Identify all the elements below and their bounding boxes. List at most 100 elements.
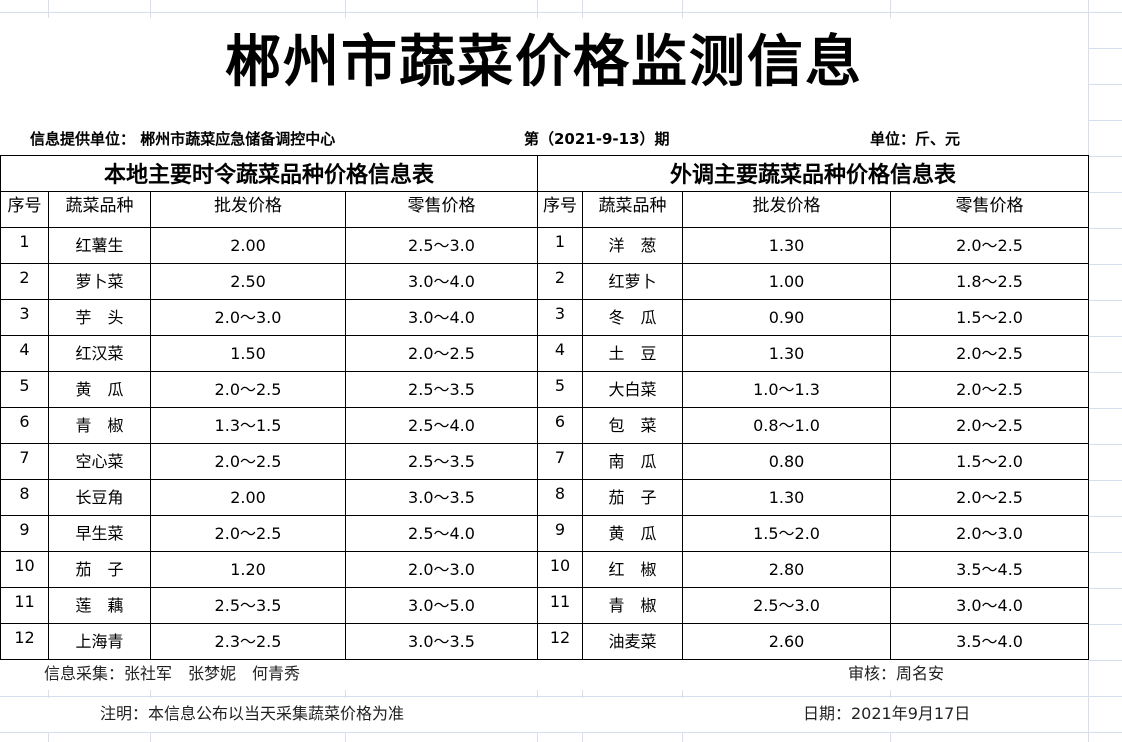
price-sheet: 郴州市蔬菜价格监测信息 信息提供单位： 郴州市蔬菜应急储备调控中心 第（2021… bbox=[0, 18, 1090, 732]
info-bar: 信息提供单位： 郴州市蔬菜应急储备调控中心 第（2021-9-13）期 单位：斤… bbox=[0, 118, 1088, 155]
table-row: 8 长豆角 2.00 3.0～3.5 8 茄 子 1.30 2.0～2.5 bbox=[0, 479, 1090, 516]
wholesale-price-cell: 1.5～2.0 bbox=[682, 515, 892, 552]
variety-cell: 莲 藕 bbox=[48, 587, 151, 624]
wholesale-price-cell: 1.30 bbox=[682, 335, 892, 372]
retail-price-cell: 3.0～4.0 bbox=[344, 299, 539, 336]
seq-cell: 12 bbox=[0, 623, 49, 660]
seq-cell: 12 bbox=[537, 623, 584, 660]
seq-cell: 8 bbox=[537, 479, 584, 516]
table-row: 12 上海青 2.3～2.5 3.0～3.5 12 油麦菜 2.60 3.5～4.0 bbox=[0, 623, 1090, 660]
variety-cell: 大白菜 bbox=[582, 371, 684, 408]
period: 第（2021-9-13）期 bbox=[524, 130, 670, 148]
retail-price-cell: 2.0～2.5 bbox=[890, 335, 1090, 372]
retail-price-cell: 2.0～2.5 bbox=[890, 371, 1090, 408]
wholesale-price-cell: 2.50 bbox=[150, 263, 346, 300]
seq-cell: 5 bbox=[0, 371, 49, 408]
col-header: 序号 bbox=[0, 191, 49, 228]
footer-signoff: 信息采集：张社军 张梦妮 何青秀 审核：周名安 bbox=[0, 660, 1088, 690]
footer-note: 注明：本信息公布以当天采集蔬菜价格为准 日期：2021年9月17日 bbox=[0, 698, 1088, 732]
seq-cell: 10 bbox=[537, 551, 584, 588]
table-row: 9 早生菜 2.0～2.5 2.5～4.0 9 黄 瓜 1.5～2.0 2.0～3.0 bbox=[0, 515, 1090, 552]
col-header: 批发价格 bbox=[150, 191, 346, 228]
variety-cell: 黄 瓜 bbox=[48, 371, 151, 408]
variety-cell: 红 椒 bbox=[582, 551, 684, 588]
retail-price-cell: 3.0～4.0 bbox=[344, 263, 539, 300]
seq-cell: 1 bbox=[537, 227, 584, 264]
variety-cell: 青 椒 bbox=[48, 407, 151, 444]
variety-cell: 洋 葱 bbox=[582, 227, 684, 264]
provider: 信息提供单位： 郴州市蔬菜应急储备调控中心 bbox=[30, 130, 336, 148]
variety-cell: 萝卜菜 bbox=[48, 263, 151, 300]
wholesale-price-cell: 2.60 bbox=[682, 623, 892, 660]
wholesale-price-cell: 2.00 bbox=[150, 479, 346, 516]
seq-cell: 11 bbox=[0, 587, 49, 624]
retail-price-cell: 2.5～4.0 bbox=[344, 407, 539, 444]
wholesale-price-cell: 2.5～3.5 bbox=[150, 587, 346, 624]
unit: 单位：斤、元 bbox=[870, 130, 961, 148]
wholesale-price-cell: 2.0～3.0 bbox=[150, 299, 346, 336]
variety-cell: 红汉菜 bbox=[48, 335, 151, 372]
table-row: 11 莲 藕 2.5～3.5 3.0～5.0 11 青 椒 2.5～3.0 3.0～4.0 bbox=[0, 587, 1090, 624]
wholesale-price-cell: 2.3～2.5 bbox=[150, 623, 346, 660]
wholesale-price-cell: 0.8～1.0 bbox=[682, 407, 892, 444]
wholesale-price-cell: 1.3～1.5 bbox=[150, 407, 346, 444]
wholesale-price-cell: 2.0～2.5 bbox=[150, 515, 346, 552]
seq-cell: 7 bbox=[0, 443, 49, 480]
seq-cell: 5 bbox=[537, 371, 584, 408]
wholesale-price-cell: 0.80 bbox=[682, 443, 892, 480]
variety-cell: 早生菜 bbox=[48, 515, 151, 552]
retail-price-cell: 3.0～5.0 bbox=[344, 587, 539, 624]
collectors: 信息采集：张社军 张梦妮 何青秀 bbox=[44, 664, 301, 683]
seq-cell: 4 bbox=[537, 335, 584, 372]
variety-cell: 红萝卜 bbox=[582, 263, 684, 300]
retail-price-cell: 1.5～2.0 bbox=[890, 443, 1090, 480]
wholesale-price-cell: 1.30 bbox=[682, 227, 892, 264]
retail-price-cell: 2.5～3.0 bbox=[344, 227, 539, 264]
variety-cell: 黄 瓜 bbox=[582, 515, 684, 552]
retail-price-cell: 2.0～2.5 bbox=[890, 407, 1090, 444]
page-title: 郴州市蔬菜价格监测信息 bbox=[0, 18, 1088, 118]
table-row: 2 萝卜菜 2.50 3.0～4.0 2 红萝卜 1.00 1.8～2.5 bbox=[0, 263, 1090, 300]
seq-cell: 6 bbox=[537, 407, 584, 444]
variety-cell: 上海青 bbox=[48, 623, 151, 660]
retail-price-cell: 3.0～4.0 bbox=[890, 587, 1090, 624]
retail-price-cell: 2.0～3.0 bbox=[890, 515, 1090, 552]
col-header: 零售价格 bbox=[344, 191, 539, 228]
table-row: 7 空心菜 2.0～2.5 2.5～3.5 7 南 瓜 0.80 1.5～2.0 bbox=[0, 443, 1090, 480]
seq-cell: 2 bbox=[0, 263, 49, 300]
wholesale-price-cell: 2.5～3.0 bbox=[682, 587, 892, 624]
col-header: 批发价格 bbox=[682, 191, 892, 228]
variety-cell: 芋 头 bbox=[48, 299, 151, 336]
variety-cell: 长豆角 bbox=[48, 479, 151, 516]
retail-price-cell: 2.5～3.5 bbox=[344, 371, 539, 408]
seq-cell: 3 bbox=[537, 299, 584, 336]
col-header: 零售价格 bbox=[890, 191, 1090, 228]
variety-cell: 土 豆 bbox=[582, 335, 684, 372]
wholesale-price-cell: 1.0～1.3 bbox=[682, 371, 892, 408]
table-row: 1 红薯生 2.00 2.5～3.0 1 洋 葱 1.30 2.0～2.5 bbox=[0, 227, 1090, 264]
variety-cell: 红薯生 bbox=[48, 227, 151, 264]
seq-cell: 10 bbox=[0, 551, 49, 588]
variety-cell: 油麦菜 bbox=[582, 623, 684, 660]
wholesale-price-cell: 1.20 bbox=[150, 551, 346, 588]
seq-cell: 3 bbox=[0, 299, 49, 336]
wholesale-price-cell: 2.0～2.5 bbox=[150, 443, 346, 480]
retail-price-cell: 1.8～2.5 bbox=[890, 263, 1090, 300]
date: 日期：2021年9月17日 bbox=[803, 704, 971, 723]
note: 注明：本信息公布以当天采集蔬菜价格为准 bbox=[100, 704, 405, 723]
retail-price-cell: 2.5～4.0 bbox=[344, 515, 539, 552]
wholesale-price-cell: 1.30 bbox=[682, 479, 892, 516]
seq-cell: 4 bbox=[0, 335, 49, 372]
seq-cell: 6 bbox=[0, 407, 49, 444]
retail-price-cell: 1.5～2.0 bbox=[890, 299, 1090, 336]
variety-cell: 冬 瓜 bbox=[582, 299, 684, 336]
external-table-title: 外调主要蔬菜品种价格信息表 bbox=[537, 155, 1090, 192]
wholesale-price-cell: 2.0～2.5 bbox=[150, 371, 346, 408]
retail-price-cell: 2.0～2.5 bbox=[890, 479, 1090, 516]
reviewer: 审核：周名安 bbox=[848, 664, 945, 683]
variety-cell: 空心菜 bbox=[48, 443, 151, 480]
retail-price-cell: 3.5～4.5 bbox=[890, 551, 1090, 588]
